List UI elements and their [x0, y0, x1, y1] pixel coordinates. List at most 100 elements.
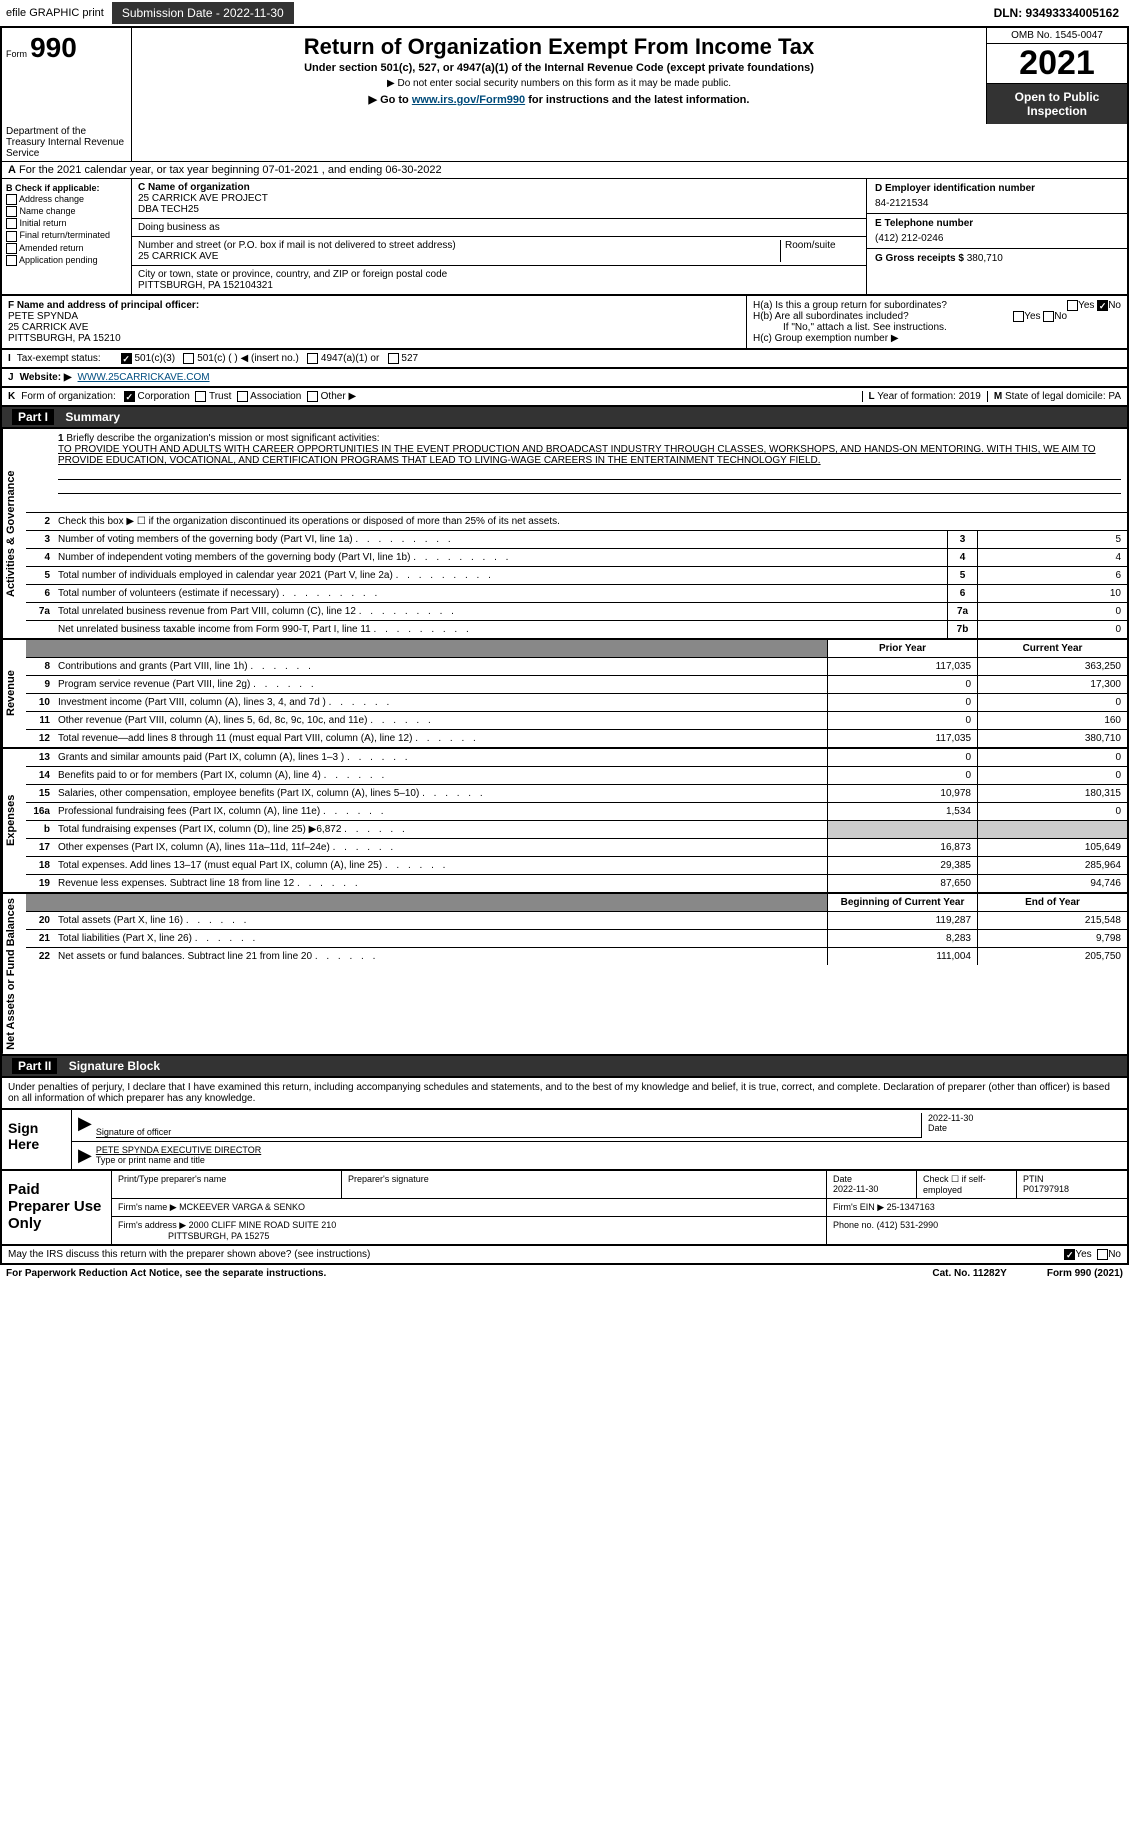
ssn-note: ▶ Do not enter social security numbers o… [138, 78, 980, 89]
other-checkbox[interactable] [307, 391, 318, 402]
header-title-block: Return of Organization Exempt From Incom… [132, 28, 987, 124]
discuss-row: May the IRS discuss this return with the… [0, 1246, 1129, 1265]
dba-label: Doing business as [138, 222, 860, 233]
side-revenue: Revenue [2, 640, 26, 747]
activities-governance-block: Activities & Governance 1 Briefly descri… [0, 429, 1129, 640]
link-pre: ▶ Go to [369, 94, 412, 106]
summary-row: Net unrelated business taxable income fr… [26, 621, 1127, 638]
form-subtitle: Under section 501(c), 527, or 4947(a)(1)… [138, 62, 980, 74]
summary-row: 18Total expenses. Add lines 13–17 (must … [26, 857, 1127, 875]
org-name-label: C Name of organization [138, 182, 860, 193]
association-checkbox[interactable] [237, 391, 248, 402]
tax-year: 2021 [987, 44, 1127, 84]
summary-row: 7aTotal unrelated business revenue from … [26, 603, 1127, 621]
website-link[interactable]: WWW.25CARRICKAVE.COM [78, 372, 210, 383]
sig-date-value: 2022-11-30 [928, 1113, 1121, 1123]
preparer-sig-label: Preparer's signature [342, 1171, 827, 1198]
period-line: A For the 2021 calendar year, or tax yea… [0, 162, 1129, 178]
state-domicile: PA [1108, 391, 1121, 402]
firm-phone: (412) 531-2990 [877, 1220, 939, 1230]
efile-label: efile GRAPHIC print [2, 5, 108, 21]
527-checkbox[interactable] [388, 353, 399, 364]
submission-date-button[interactable]: Submission Date - 2022-11-30 [112, 2, 294, 24]
sig-officer-label: Signature of officer [96, 1127, 921, 1137]
gross-receipts-value: 380,710 [967, 253, 1003, 264]
revenue-block: Revenue b Prior Year Current Year 8Contr… [0, 640, 1129, 749]
phone-label: E Telephone number [875, 218, 1119, 229]
final-return-checkbox[interactable] [6, 231, 17, 242]
cat-no: Cat. No. 11282Y [932, 1268, 1006, 1279]
4947-checkbox[interactable] [307, 353, 318, 364]
city-state-zip: PITTSBURGH, PA 152104321 [138, 280, 860, 291]
summary-row: 21Total liabilities (Part X, line 26) . … [26, 930, 1127, 948]
501c3-checkbox[interactable] [121, 353, 132, 364]
ha-yes-checkbox[interactable] [1067, 300, 1078, 311]
part2-header: Part II Signature Block [0, 1056, 1129, 1078]
amended-return-checkbox[interactable] [6, 243, 17, 254]
hb-yes-checkbox[interactable] [1013, 311, 1024, 322]
hb-no-checkbox[interactable] [1043, 311, 1054, 322]
header-right: OMB No. 1545-0047 2021 Open to Public In… [987, 28, 1127, 124]
summary-row: 12Total revenue—add lines 8 through 11 (… [26, 730, 1127, 747]
instructions-link-line: ▶ Go to www.irs.gov/Form990 for instruct… [138, 93, 980, 106]
officer-addr2: PITTSBURGH, PA 15210 [8, 333, 740, 344]
b-label: B Check if applicable: [6, 183, 127, 193]
501c-checkbox[interactable] [183, 353, 194, 364]
street-address: 25 CARRICK AVE [138, 251, 780, 262]
summary-row: 17Other expenses (Part IX, column (A), l… [26, 839, 1127, 857]
expenses-block: Expenses 13Grants and similar amounts pa… [0, 749, 1129, 894]
summary-row: 4Number of independent voting members of… [26, 549, 1127, 567]
j-label: J [8, 372, 14, 383]
mission-description: TO PROVIDE YOUTH AND ADULTS WITH CAREER … [58, 444, 1096, 466]
ptin-value: P01797918 [1023, 1184, 1069, 1194]
ha-label: H(a) Is this a group return for subordin… [753, 300, 947, 311]
self-employed-label: Check ☐ if self-employed [917, 1171, 1017, 1198]
footer: For Paperwork Reduction Act Notice, see … [0, 1265, 1129, 1282]
open-to-public: Open to Public Inspection [987, 84, 1127, 124]
summary-row: 11Other revenue (Part VIII, column (A), … [26, 712, 1127, 730]
part2-title: Signature Block [69, 1059, 160, 1073]
k-label: K [8, 391, 15, 402]
name-title-label: Type or print name and title [96, 1155, 1121, 1165]
sig-date-label: Date [928, 1123, 1121, 1133]
arrow-icon: ▶ [78, 1113, 92, 1138]
firm-ein: 25-1347163 [887, 1202, 935, 1212]
dept-row: Department of the Treasury Internal Reve… [0, 124, 1129, 162]
corporation-checkbox[interactable] [124, 391, 135, 402]
trust-checkbox[interactable] [195, 391, 206, 402]
l-label: L [869, 391, 875, 402]
firm-addr1: 2000 CLIFF MINE ROAD SUITE 210 [189, 1220, 337, 1230]
discuss-no-checkbox[interactable] [1097, 1249, 1108, 1260]
summary-row: 10Investment income (Part VIII, column (… [26, 694, 1127, 712]
officer-addr1: 25 CARRICK AVE [8, 322, 740, 333]
summary-row: 22Net assets or fund balances. Subtract … [26, 948, 1127, 965]
block-b: B Check if applicable: Address change Na… [2, 179, 132, 294]
row-j: J Website: ▶ WWW.25CARRICKAVE.COM [0, 369, 1129, 388]
city-label: City or town, state or province, country… [138, 269, 860, 280]
ein-value: 84-2121534 [875, 198, 1119, 209]
application-pending-checkbox[interactable] [6, 255, 17, 266]
officer-label: F Name and address of principal officer: [8, 300, 740, 311]
row-i: I Tax-exempt status: 501(c)(3) 501(c) ( … [0, 350, 1129, 369]
summary-row: 14Benefits paid to or for members (Part … [26, 767, 1127, 785]
i-label: I [8, 353, 11, 364]
address-change-checkbox[interactable] [6, 194, 17, 205]
summary-row: 16aProfessional fundraising fees (Part I… [26, 803, 1127, 821]
beginning-year-header: Beginning of Current Year [827, 894, 977, 911]
sign-here-label: Sign Here [2, 1110, 72, 1169]
form-header: Form 990 Return of Organization Exempt F… [0, 26, 1129, 124]
discuss-yes-checkbox[interactable] [1064, 1249, 1075, 1260]
name-change-checkbox[interactable] [6, 206, 17, 217]
org-dba: DBA TECH25 [138, 204, 860, 215]
ha-no-checkbox[interactable] [1097, 300, 1108, 311]
irs-link[interactable]: www.irs.gov/Form990 [412, 94, 525, 106]
org-name: 25 CARRICK AVE PROJECT [138, 193, 860, 204]
line1-num: 1 [58, 433, 64, 444]
j-text: Website: ▶ [20, 372, 72, 383]
summary-row: 5Total number of individuals employed in… [26, 567, 1127, 585]
initial-return-checkbox[interactable] [6, 218, 17, 229]
block-h: H(a) Is this a group return for subordin… [747, 296, 1127, 348]
room-label: Room/suite [780, 240, 860, 262]
net-assets-block: Net Assets or Fund Balances Beginning of… [0, 894, 1129, 1056]
form-footer: Form 990 (2021) [1047, 1268, 1123, 1279]
